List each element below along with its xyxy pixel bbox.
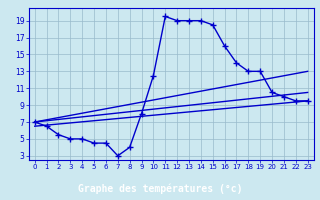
Text: Graphe des températures (°c): Graphe des températures (°c) bbox=[78, 183, 242, 194]
